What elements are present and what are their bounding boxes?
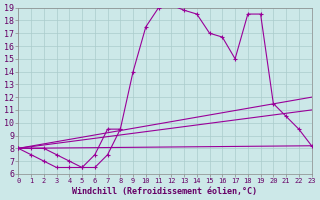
X-axis label: Windchill (Refroidissement éolien,°C): Windchill (Refroidissement éolien,°C)	[72, 187, 258, 196]
